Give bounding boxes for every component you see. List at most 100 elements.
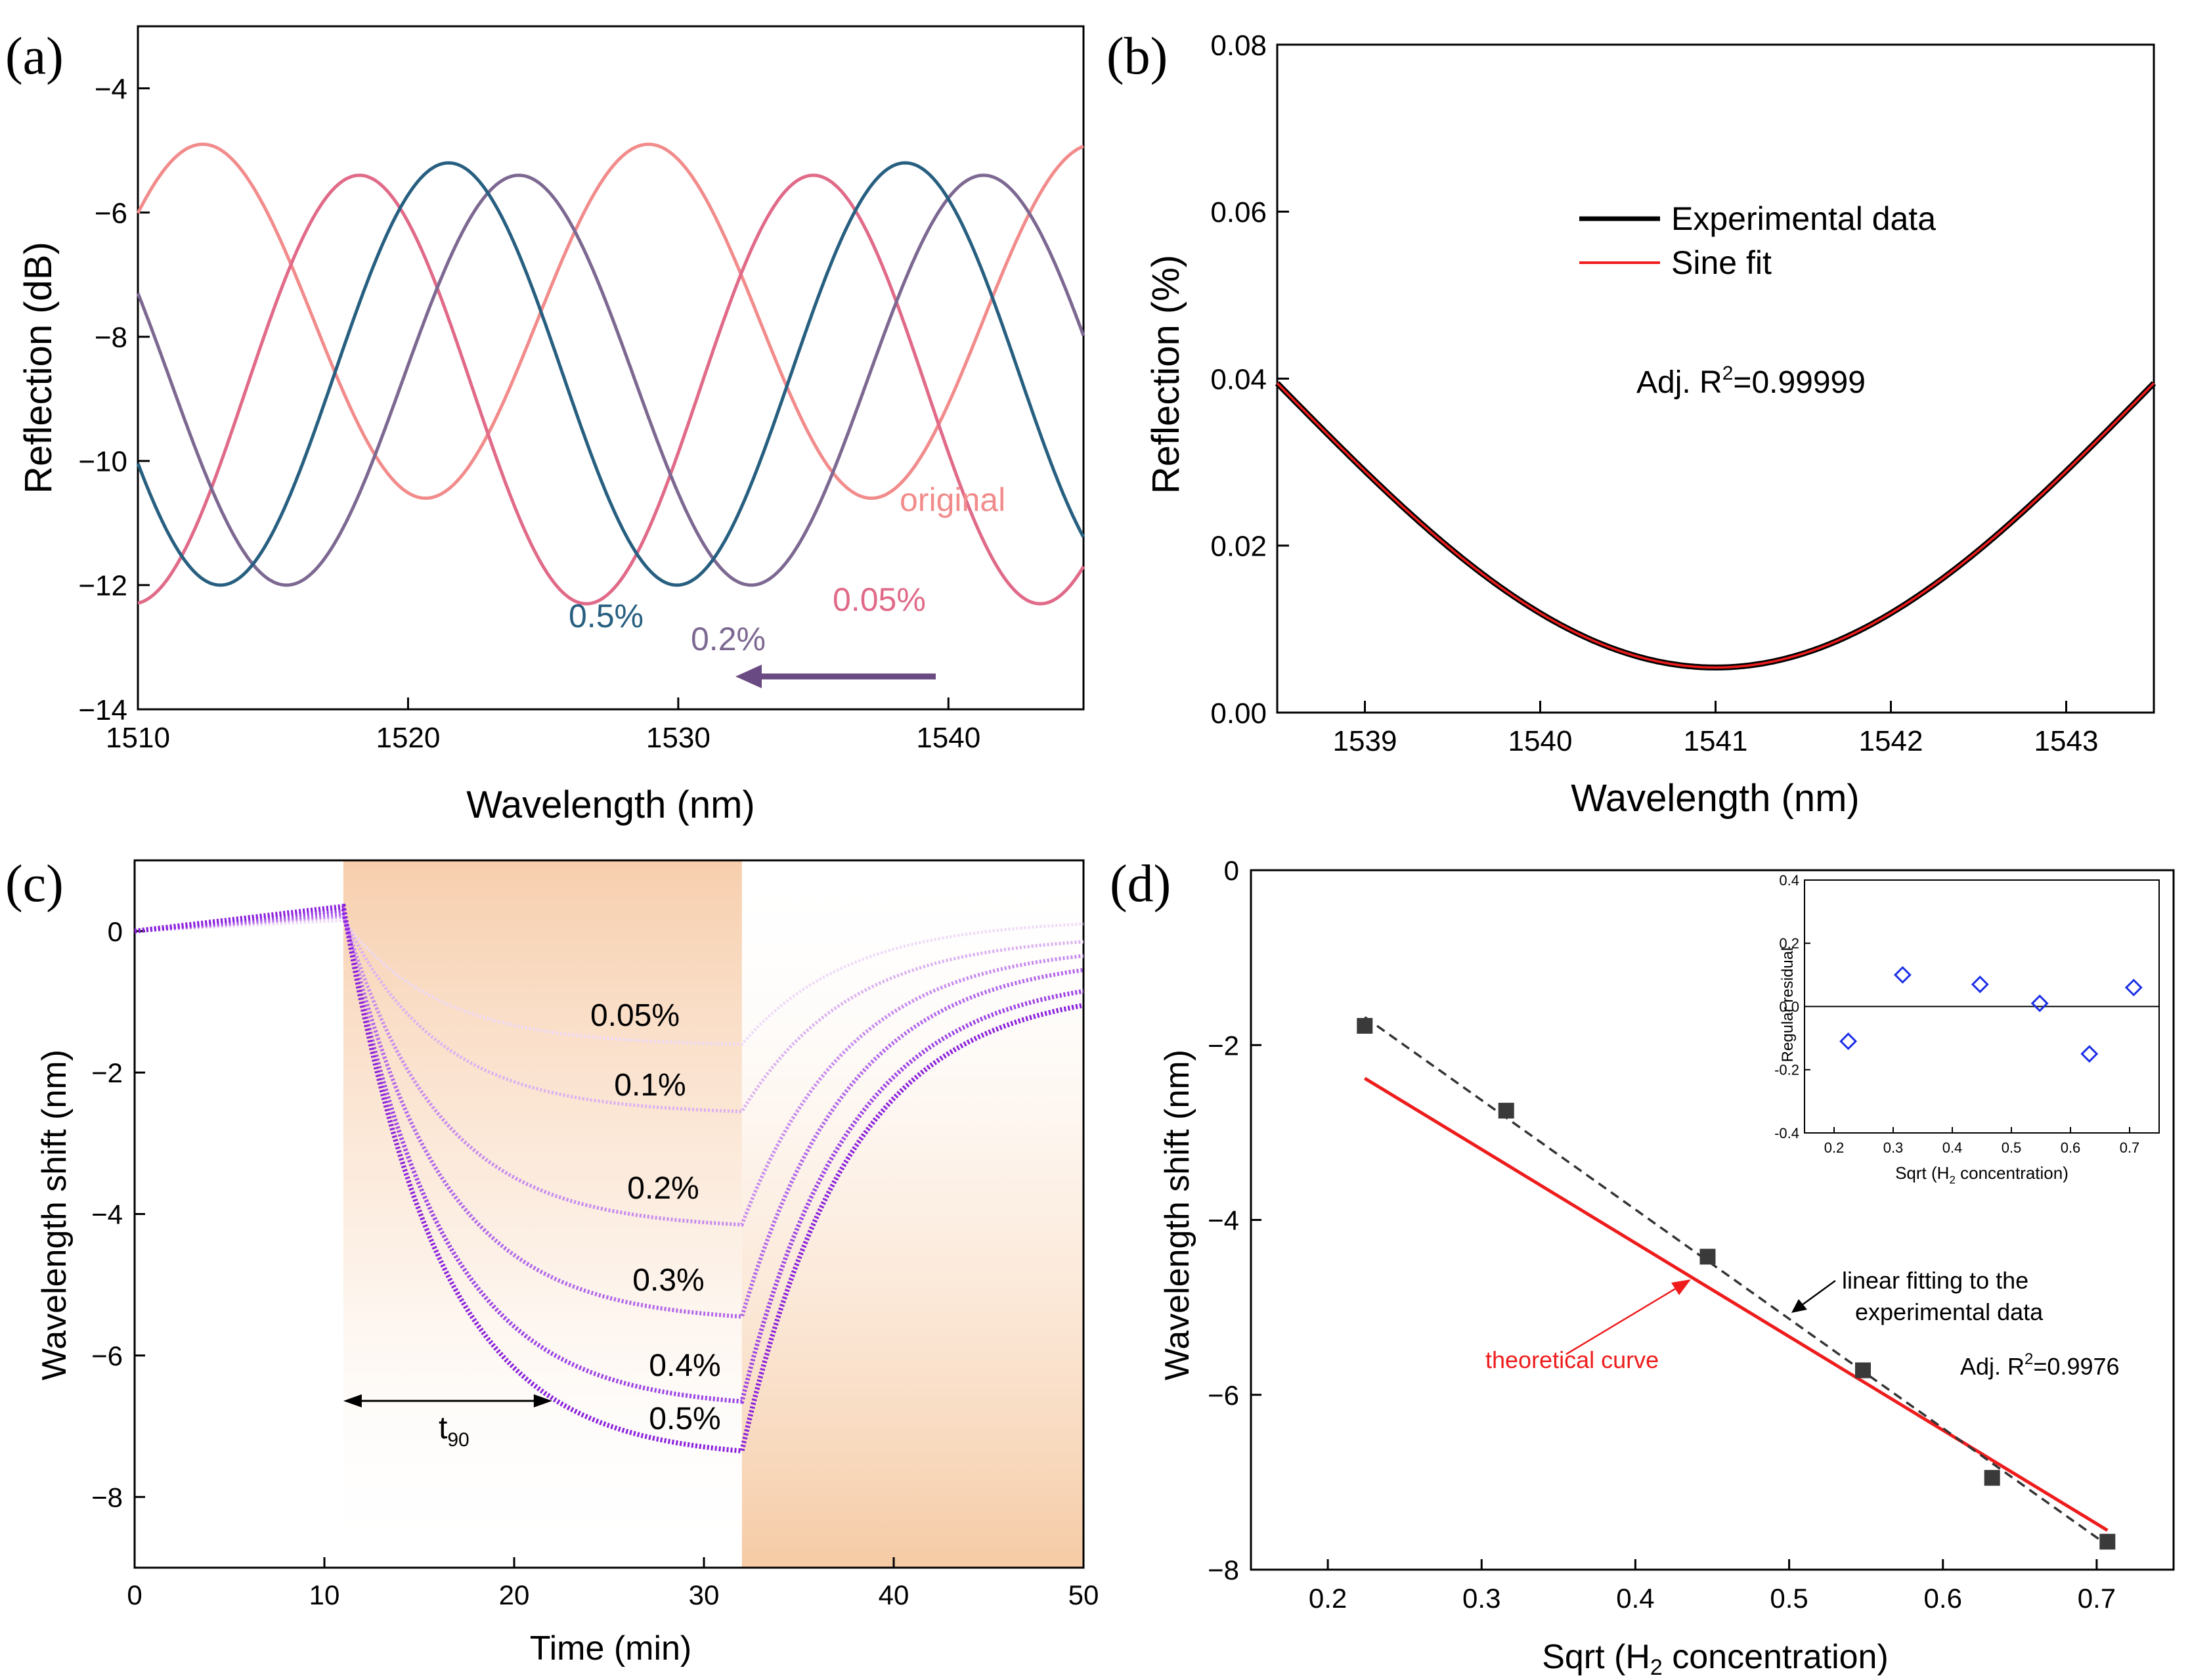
panel-d-lines <box>1363 1016 2109 1547</box>
series-dots-4 <box>134 907 1084 1404</box>
panel-d-xlabel: Sqrt (H2 concentration) <box>1542 1638 1889 1680</box>
panel-c-ylabel: Wavelength shift (nm) <box>35 1050 74 1381</box>
x-tick-label: 1543 <box>2034 725 2099 757</box>
x-tick-label: 1510 <box>106 722 170 754</box>
panel-b-label: (b) <box>1106 28 1168 85</box>
y-tick-label: −8 <box>91 1482 123 1513</box>
y-tick-label: −8 <box>1208 1555 1239 1585</box>
data-point <box>1854 1362 1871 1379</box>
panel-d-ylabel: Wavelength shift (nm) <box>1158 1050 1196 1381</box>
inset-xlabel: Sqrt (H2 concentration) <box>1895 1163 2069 1186</box>
y-tick-label: 0.08 <box>1210 30 1267 62</box>
series-dots-5 <box>134 903 1084 1454</box>
t90-arrowhead-right <box>533 1394 552 1407</box>
x-tick-label: 1541 <box>1684 725 1748 757</box>
x-tick-label: 0.2 <box>1824 1139 1845 1156</box>
y-tick-label: 0.02 <box>1210 531 1267 563</box>
y-tick-label: 0.4 <box>1779 872 1799 889</box>
label-c-0-05pct: 0.05% <box>590 998 680 1033</box>
data-point <box>2099 1534 2116 1550</box>
panel-a-label: (a) <box>5 28 64 85</box>
x-tick-label: 0.5 <box>1770 1583 1808 1614</box>
y-tick-label: -0.2 <box>1774 1062 1799 1078</box>
series-line-0 <box>136 143 1084 500</box>
panel-a-ticks: 1510 1520 1530 1540 −14 −12 −10 −8 −6 −4 <box>78 73 980 754</box>
t90-label: t90 <box>439 1411 470 1451</box>
x-tick-label: 0 <box>127 1580 142 1610</box>
panel-d-label: (d) <box>1110 855 1171 913</box>
y-tick-label: 0.06 <box>1210 196 1267 229</box>
label-0-05pct: 0.05% <box>833 581 926 618</box>
panel-a-curves <box>136 143 1085 606</box>
y-tick-label: 0.2 <box>1779 935 1799 952</box>
panel-c: (c) 0 10 20 30 40 50 −8 −6 −4 −2 0 0.05% 0.1% 0.2%… <box>5 855 1099 1668</box>
y-tick-label: 0.00 <box>1210 697 1267 730</box>
y-tick-label: −6 <box>91 1340 123 1371</box>
x-tick-label: 0.5 <box>2002 1139 2022 1156</box>
legend-label-experimental: Experimental data <box>1671 200 1936 237</box>
x-tick-label: 0.4 <box>1942 1139 1963 1156</box>
label-c-0-5pct: 0.5% <box>649 1402 720 1436</box>
x-tick-label: 1530 <box>646 722 711 754</box>
y-tick-label: −8 <box>95 322 127 354</box>
residual-point <box>1971 975 1989 994</box>
series-dots-3 <box>134 911 1084 1319</box>
x-tick-label: 0.3 <box>1462 1583 1500 1614</box>
y-tick-label: 0.0 <box>1779 998 1799 1015</box>
x-tick-label: 10 <box>309 1580 340 1610</box>
x-tick-label: 1540 <box>1508 725 1573 757</box>
theory-callout-arrowhead <box>1671 1279 1691 1295</box>
panel-a-shift-arrowhead <box>735 665 762 688</box>
y-tick-label: −4 <box>95 73 127 105</box>
label-0-2pct: 0.2% <box>691 621 766 657</box>
label-0-5pct: 0.5% <box>569 598 644 634</box>
panel-b-xlabel: Wavelength (nm) <box>1571 777 1859 820</box>
panel-c-ticks: 0 10 20 30 40 50 −8 −6 −4 −2 0 <box>91 916 1099 1610</box>
exposure-off-region <box>741 860 1084 1568</box>
series-line-2 <box>136 173 1085 587</box>
y-tick-label: −2 <box>91 1057 123 1088</box>
label-original: original <box>900 481 1005 518</box>
x-tick-label: 1542 <box>1859 725 1923 757</box>
panel-a-ylabel: Reflection (dB) <box>17 242 60 494</box>
inset-ylabel: Regular residual <box>1779 948 1797 1063</box>
panel-d-points <box>1357 1017 2116 1550</box>
x-tick-label: 0.6 <box>1924 1583 1962 1614</box>
experimental-curve <box>1275 381 2156 671</box>
linear-fit-line <box>1364 1016 2109 1547</box>
panel-c-xlabel: Time (min) <box>530 1629 692 1668</box>
fit-label-line2: experimental data <box>1855 1298 2044 1325</box>
y-tick-label: −2 <box>1208 1030 1239 1061</box>
y-tick-label: −6 <box>95 197 127 229</box>
theory-callout-line <box>1565 1286 1678 1356</box>
y-tick-label: −10 <box>78 446 127 478</box>
panel-a-plot-frame <box>137 25 1085 711</box>
fit-callout-line <box>1799 1279 1836 1308</box>
panel-b-ylabel: Reflection (%) <box>1145 255 1187 494</box>
series-line-3 <box>134 911 1084 1319</box>
label-c-0-3pct: 0.3% <box>632 1263 704 1298</box>
panel-d-r2-annotation: Adj. R2=0.9976 <box>1960 1350 2120 1380</box>
x-tick-label: 40 <box>879 1580 909 1610</box>
exposure-on-region <box>343 860 742 1568</box>
x-tick-label: 0.4 <box>1616 1583 1654 1614</box>
panel-b: (b) 1539 1540 1541 1542 1543 0.00 0.02 0.04 0.06… <box>1106 28 2156 820</box>
t90-arrowhead-left <box>343 1394 362 1407</box>
x-tick-label: 1539 <box>1333 725 1397 757</box>
panel-b-curves <box>1275 381 2156 671</box>
panel-b-r2-annotation: Adj. R2=0.99999 <box>1636 363 1866 400</box>
y-tick-label: 0.04 <box>1210 363 1267 395</box>
panel-d: (d) 0.2 0.3 0.4 0.5 0.6 0.7 −8 −6 −4 −2 0 theoreti… <box>1110 855 2175 1680</box>
panel-c-series <box>134 903 1084 1454</box>
residual-point <box>2030 994 2049 1013</box>
label-c-0-4pct: 0.4% <box>649 1348 720 1383</box>
panel-d-ticks: 0.2 0.3 0.4 0.5 0.6 0.7 −8 −6 −4 −2 0 <box>1208 855 2116 1614</box>
residual-point <box>2080 1045 2099 1063</box>
y-tick-label: 0 <box>1224 855 1239 886</box>
y-tick-label: −14 <box>78 694 127 726</box>
theory-curve-label: theoretical curve <box>1485 1346 1659 1373</box>
x-tick-label: 0.3 <box>1883 1139 1904 1156</box>
x-tick-label: 0.6 <box>2061 1139 2081 1156</box>
inset-ticks: 0.2 0.3 0.4 0.5 0.6 0.7 -0.4 -0.2 0.0 0.2 0.4 <box>1774 872 2159 1156</box>
